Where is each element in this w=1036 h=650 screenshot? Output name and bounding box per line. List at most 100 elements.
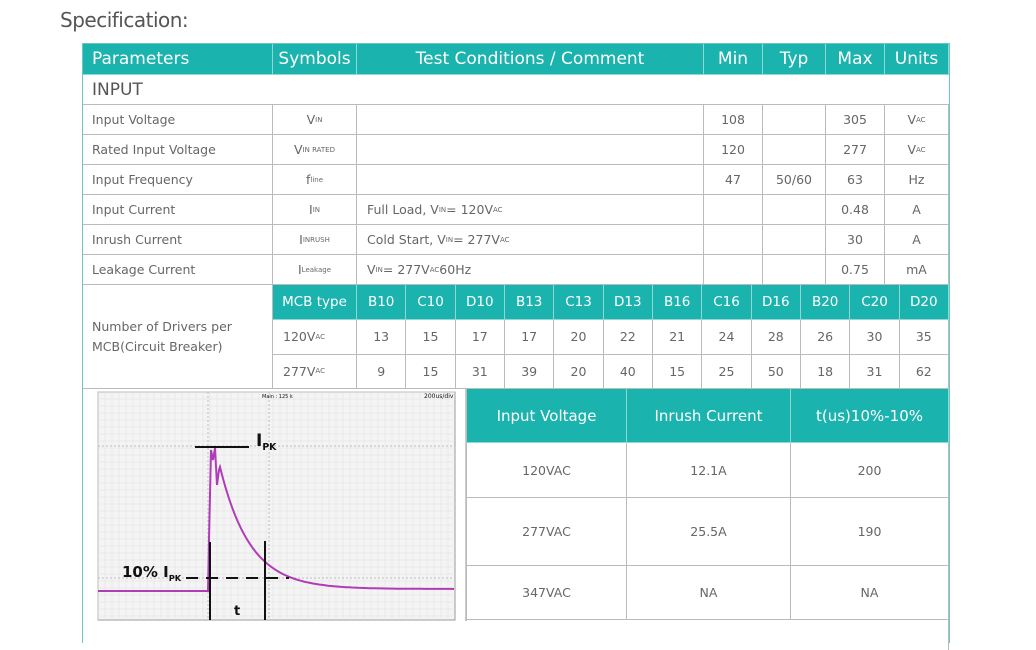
inrush-cell: 12.1A (627, 443, 791, 498)
page-title: Specification: (60, 8, 189, 32)
test-condition (357, 105, 704, 135)
mcb-type-D13: D13 (603, 285, 653, 320)
mcb-label: Number of Drivers per MCB(Circuit Breake… (82, 285, 273, 389)
units: A (885, 225, 949, 255)
inrush-cell: 347VAC (467, 566, 627, 620)
subscript: IN (312, 205, 320, 214)
mcb-driver-count: 31 (850, 354, 900, 389)
text-part: Hz (908, 172, 925, 187)
mcb-driver-count: 24 (702, 320, 752, 355)
param-name: Input Current (82, 195, 273, 225)
label-part: I (256, 431, 262, 451)
subscript: AC (315, 367, 325, 376)
max-value: 0.48 (826, 195, 885, 225)
param-name: Inrush Current (82, 225, 273, 255)
scope-timebase-label: Main : 125 k (262, 394, 293, 400)
min-value: 47 (704, 165, 763, 195)
label-part: t (234, 604, 240, 619)
inrush-header-1: Inrush Current (627, 389, 791, 443)
text-part: = 277V (382, 262, 430, 277)
symbol: I INRUSH (273, 225, 357, 255)
inrush-cell: 190 (791, 498, 949, 566)
label-part: PK (169, 573, 182, 583)
header-test-conditions: Test Conditions / Comment (357, 43, 704, 75)
text-part: 60Hz (439, 262, 472, 277)
label-part: 200us/div (424, 393, 454, 400)
mcb-driver-count: 31 (455, 354, 505, 389)
scope-scale-label: 200us/div (424, 393, 454, 400)
inrush-cell: 277VAC (467, 498, 627, 566)
max-value: 277 (826, 135, 885, 165)
mcb-driver-count: 21 (653, 320, 703, 355)
inrush-cell: 25.5A (627, 498, 791, 566)
max-value: 30 (826, 225, 885, 255)
header-parameters: Parameters (82, 43, 273, 75)
text-part: Full Load, V (367, 202, 439, 217)
mcb-driver-count: 22 (603, 320, 653, 355)
text-part: 120V (283, 329, 316, 345)
inrush-cell: 120VAC (467, 443, 627, 498)
ipk-label: IPK (256, 431, 277, 453)
subscript: IN (438, 205, 447, 214)
mcb-driver-count: 20 (554, 354, 604, 389)
symbol: V IN (273, 105, 357, 135)
mcb-driver-count: 17 (455, 320, 505, 355)
mcb-driver-count: 17 (505, 320, 555, 355)
inrush-cell: NA (791, 566, 949, 620)
scope-screen (97, 391, 456, 621)
param-name: Rated Input Voltage (82, 135, 273, 165)
param-name: Input Voltage (82, 105, 273, 135)
header-max: Max (826, 43, 885, 75)
text-part: V (907, 142, 916, 157)
mcb-driver-count: 50 (751, 354, 801, 389)
section-input: INPUT (82, 75, 949, 105)
ten-percent-label: 10% IPK (122, 563, 182, 583)
text-part: I (299, 232, 303, 247)
subscript: AC (916, 145, 926, 154)
inrush-cell: NA (627, 566, 791, 620)
mcb-voltage: 277V AC (273, 354, 357, 389)
text-part: = 277V (453, 232, 500, 247)
mcb-driver-count: 26 (801, 320, 851, 355)
typ-value (763, 255, 826, 285)
mcb-driver-count: 20 (554, 320, 604, 355)
mcb-driver-count: 39 (505, 354, 555, 389)
mcb-type-D10: D10 (455, 285, 505, 320)
subscript: Leakage (301, 265, 332, 274)
text-part: I (309, 202, 313, 217)
mcb-type-C16: C16 (702, 285, 752, 320)
max-value: 0.75 (826, 255, 885, 285)
subscript: IN RATED (302, 145, 335, 154)
mcb-driver-count: 25 (702, 354, 752, 389)
text-part: A (912, 232, 921, 247)
mcb-voltage: 120V AC (273, 320, 357, 355)
symbol: V IN RATED (273, 135, 357, 165)
mcb-type-C20: C20 (850, 285, 900, 320)
mcb-type-B13: B13 (505, 285, 555, 320)
subscript: AC (493, 205, 503, 214)
min-value (704, 255, 763, 285)
header-symbols: Symbols (273, 43, 357, 75)
test-condition (357, 135, 704, 165)
subscript: IN (445, 235, 454, 244)
mcb-driver-count: 18 (801, 354, 851, 389)
subscript: AC (499, 235, 510, 244)
mcb-type-D20: D20 (899, 285, 949, 320)
test-condition: Full Load, V IN = 120V AC (357, 195, 704, 225)
mcb-driver-count: 40 (603, 354, 653, 389)
header-units: Units (885, 43, 949, 75)
subscript: IN (315, 115, 323, 124)
min-value (704, 225, 763, 255)
mcb-type-D16: D16 (751, 285, 801, 320)
max-value: 305 (826, 105, 885, 135)
typ-value (763, 105, 826, 135)
subscript: IN (375, 265, 383, 274)
mcb-driver-count: 62 (899, 354, 949, 389)
mcb-driver-count: 13 (357, 320, 407, 355)
mcb-type-B20: B20 (801, 285, 851, 320)
text-part: mA (906, 262, 927, 277)
header-typ: Typ (763, 43, 826, 75)
mcb-driver-count: 15 (406, 354, 456, 389)
symbol: f line (273, 165, 357, 195)
